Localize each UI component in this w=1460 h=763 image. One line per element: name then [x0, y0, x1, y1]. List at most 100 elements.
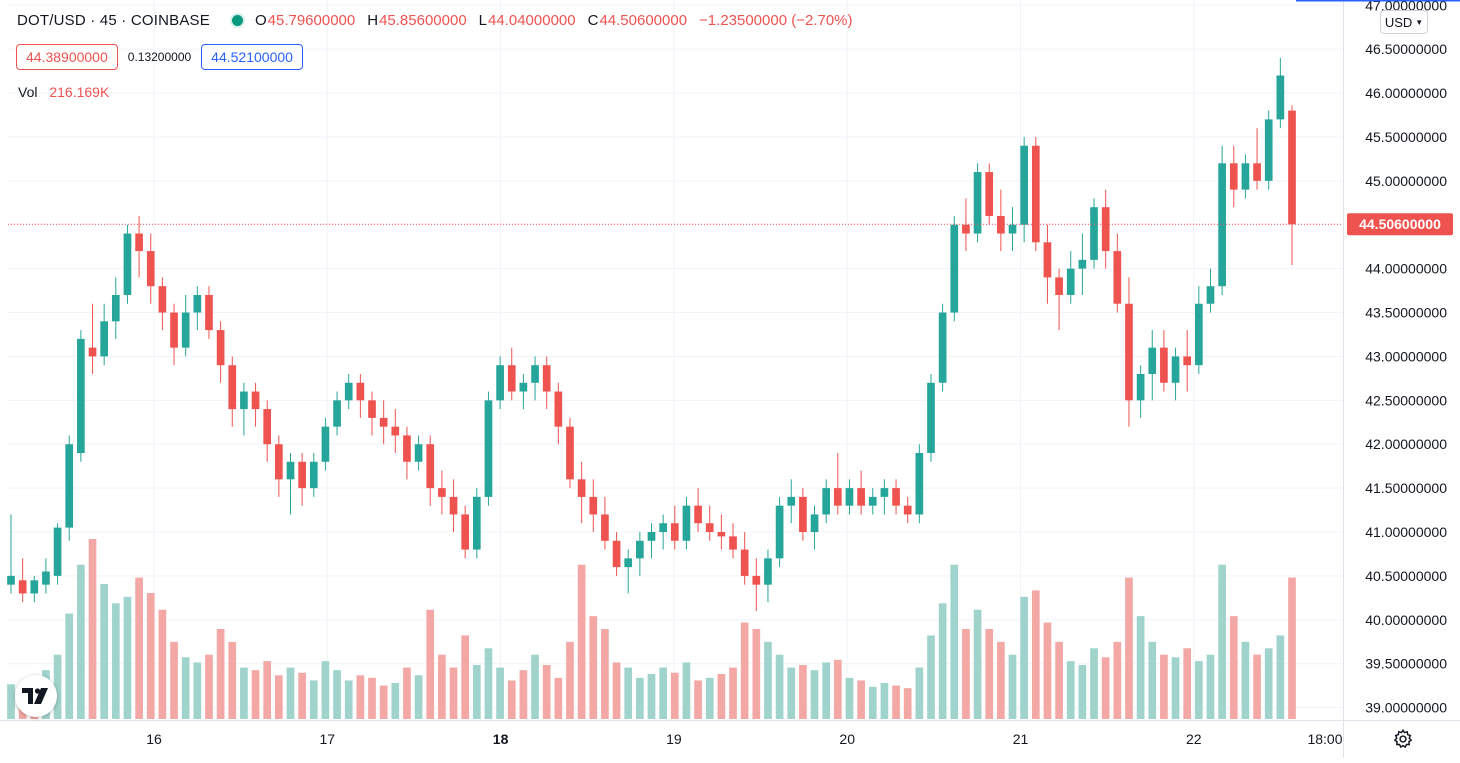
candle: [670, 505, 679, 550]
candle: [53, 523, 62, 585]
candle-body: [1078, 259, 1087, 269]
candle-body: [729, 536, 737, 550]
gear-glyph: [1393, 728, 1413, 749]
candle: [181, 294, 190, 357]
candle-body: [624, 558, 633, 568]
volume-bar: [146, 593, 155, 719]
volume-bar: [1078, 665, 1087, 719]
candle: [146, 233, 155, 304]
candle: [77, 330, 85, 462]
candle: [985, 163, 994, 225]
y-tick-label: 45.50000000: [1365, 129, 1447, 145]
candle: [1113, 233, 1122, 313]
candle: [65, 435, 74, 541]
volume-bar: [659, 667, 667, 719]
volume-bar: [1020, 596, 1028, 719]
x-tick-label: 22: [1186, 731, 1202, 747]
candle: [216, 321, 225, 383]
candle: [1055, 268, 1063, 331]
volume-bar: [275, 675, 283, 719]
candle: [461, 505, 470, 559]
volume-bar: [251, 670, 260, 719]
volume-bar: [135, 577, 143, 719]
candle: [822, 479, 831, 524]
candle-body: [100, 321, 109, 357]
candle-body: [1229, 163, 1238, 190]
y-tick-label: 42.00000000: [1365, 436, 1447, 452]
candle: [810, 505, 819, 550]
candle: [833, 452, 842, 515]
currency-button[interactable]: USD ▼: [1380, 10, 1428, 34]
currency-label: USD: [1384, 14, 1413, 30]
volume-bar: [705, 677, 714, 719]
candle: [1008, 207, 1017, 252]
candle: [100, 303, 109, 366]
y-tick-label: 43.50000000: [1365, 305, 1447, 321]
candle-body: [1008, 224, 1017, 234]
candle: [542, 356, 551, 410]
volume-bar: [1066, 661, 1075, 719]
candle: [275, 435, 283, 497]
volume-legend[interactable]: Vol 216.169K: [18, 84, 109, 100]
candle-body: [636, 540, 644, 559]
candle: [1160, 330, 1168, 392]
candle: [170, 303, 178, 366]
candle: [799, 488, 807, 541]
volume-bar: [309, 680, 318, 719]
volume-bar: [65, 613, 74, 719]
volume-bar: [1171, 657, 1180, 719]
quote-row: 44.38900000 0.13200000 44.52100000: [16, 44, 303, 70]
candle: [344, 373, 353, 410]
volume-label: Vol: [18, 84, 38, 100]
volume-bar: [286, 667, 295, 719]
candle: [857, 470, 865, 515]
volume-bar: [729, 667, 737, 719]
candle-body: [193, 294, 202, 313]
candle-body: [612, 540, 621, 568]
gear-icon[interactable]: [1391, 727, 1415, 751]
candle-body: [1090, 207, 1098, 260]
candle-body: [368, 400, 376, 418]
volume-bar: [903, 688, 912, 719]
candle-body: [228, 365, 237, 410]
volume-bar: [1055, 641, 1063, 719]
candle-body: [927, 382, 935, 453]
ask-price-button[interactable]: 44.52100000: [201, 44, 303, 70]
candle: [997, 189, 1005, 252]
candle-body: [1020, 145, 1028, 225]
candle-body: [670, 523, 679, 541]
candle-body: [53, 527, 62, 576]
candle-body: [1276, 75, 1285, 120]
candle-body: [484, 400, 493, 497]
candle: [752, 558, 761, 612]
candle-body: [251, 391, 260, 410]
volume-bar: [1229, 616, 1238, 719]
volume-bar: [624, 667, 633, 719]
volume-bar: [228, 641, 237, 719]
candle: [251, 382, 260, 427]
candle: [1229, 145, 1238, 208]
volume-bar: [950, 564, 959, 719]
candle: [1031, 136, 1040, 252]
volume-bar: [298, 672, 306, 719]
candle-body: [822, 488, 831, 515]
candle-body: [111, 294, 120, 322]
low-value: 44.04000000: [488, 12, 576, 29]
candle-body: [1125, 303, 1133, 401]
tradingview-logo-icon[interactable]: [15, 675, 57, 717]
symbol-title[interactable]: DOT/USD · 45 · COINBASE: [17, 12, 210, 29]
candle: [1090, 198, 1098, 269]
candle-body: [496, 365, 504, 401]
candle: [1078, 233, 1087, 295]
candle: [484, 391, 493, 506]
volume-bar: [554, 677, 563, 719]
candle-body: [88, 347, 97, 357]
candle-body: [42, 571, 50, 585]
candle-body: [1171, 356, 1180, 383]
candle-body: [787, 496, 796, 506]
candle: [705, 505, 714, 541]
bid-price-button[interactable]: 44.38900000: [16, 44, 118, 70]
candle: [496, 356, 504, 410]
